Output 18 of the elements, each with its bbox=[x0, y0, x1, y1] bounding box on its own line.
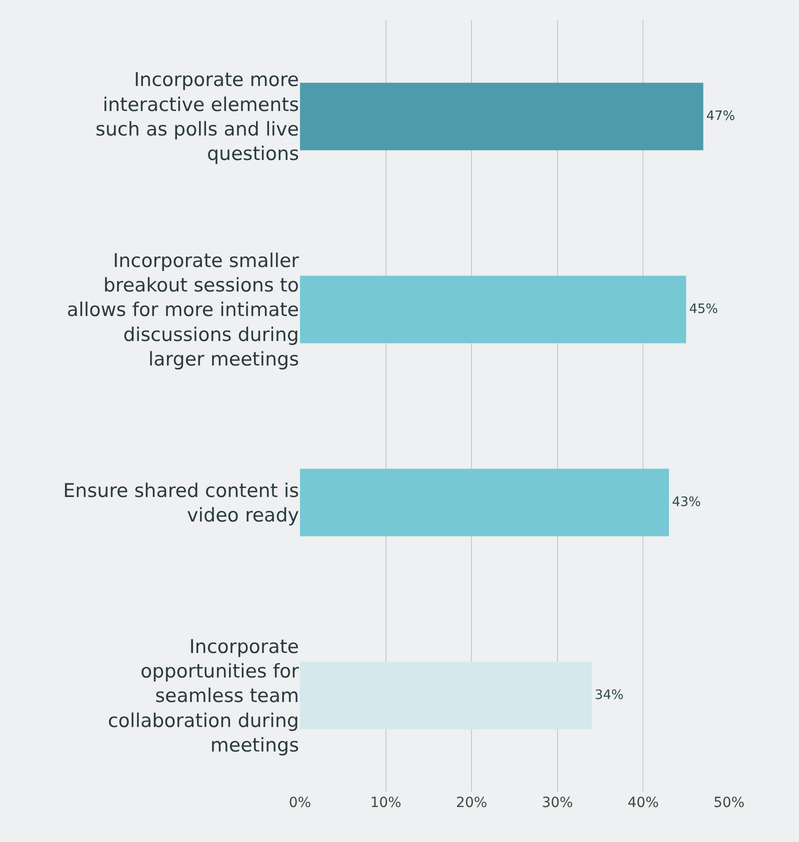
data-label: 43% bbox=[672, 495, 701, 510]
y-tick-label: Incorporate more interactive elements such as polls and live questions bbox=[95, 69, 299, 166]
x-tick-label: 30% bbox=[542, 795, 573, 811]
data-label: 34% bbox=[594, 688, 624, 704]
x-tick-label: 10% bbox=[370, 795, 402, 811]
bar bbox=[300, 662, 592, 730]
x-tick-label: 40% bbox=[628, 795, 659, 811]
x-tick-label: 20% bbox=[456, 795, 488, 811]
bar bbox=[300, 82, 704, 150]
y-tick-label: Ensure shared content is video ready bbox=[63, 480, 299, 526]
bar bbox=[300, 468, 669, 536]
data-label: 47% bbox=[706, 109, 736, 124]
y-tick-label: Incorporate smaller breakout sessions to allows for more intimate discussions during larger meetings bbox=[66, 250, 300, 371]
x-tick-label: 50% bbox=[713, 795, 745, 811]
bar bbox=[300, 276, 686, 344]
x-tick-label: 0% bbox=[288, 795, 312, 811]
data-label: 45% bbox=[689, 302, 718, 317]
y-tick-label: Incorporate opportunities for seamless team collaboration during meetings bbox=[108, 636, 300, 757]
